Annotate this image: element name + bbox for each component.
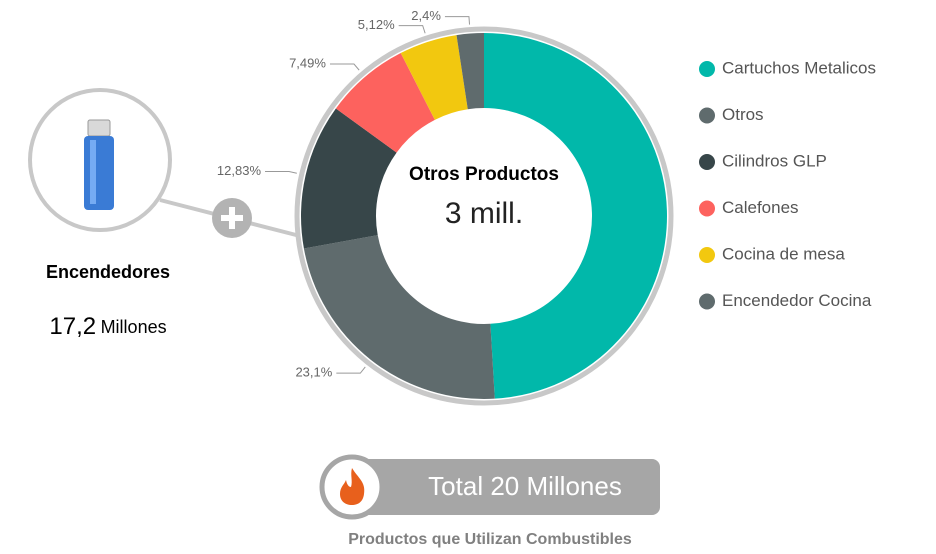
- value-label: 2,4%: [411, 8, 441, 23]
- legend-dot: [699, 201, 715, 217]
- value-label: 5,12%: [358, 17, 395, 32]
- legend-label: Encendedor Cocina: [722, 291, 872, 310]
- center-title: Otros Productos: [409, 164, 559, 185]
- legend-dot: [699, 154, 715, 170]
- slice: [304, 235, 495, 399]
- value-label: 23,1%: [295, 365, 332, 380]
- lighter-value: 17,2: [49, 313, 96, 340]
- lighter-title: Encendedores: [46, 262, 170, 282]
- value-label: 7,49%: [289, 55, 326, 70]
- leader-line: [399, 26, 425, 34]
- leader-line: [330, 64, 359, 70]
- leader-line: [265, 171, 297, 173]
- leader-line: [445, 17, 470, 25]
- legend-dot: [699, 294, 715, 310]
- footer: Productos que Utilizan Combustibles: [348, 531, 632, 548]
- legend-label: Cilindros GLP: [722, 151, 827, 170]
- center-value: 3 mill.: [445, 197, 523, 230]
- total-label: Total 20 Millones: [428, 471, 622, 501]
- legend-dot: [699, 108, 715, 124]
- dashboard: Encendedores 17,2 Millones Otros Product…: [0, 0, 936, 554]
- legend-label: Otros: [722, 105, 764, 124]
- legend-label: Cartuchos Metalicos: [722, 58, 876, 77]
- legend-dot: [699, 61, 715, 77]
- lighter-unit: Millones: [101, 317, 167, 337]
- lighter-amount: 17,2 Millones: [49, 313, 166, 340]
- leader-line: [336, 367, 365, 373]
- legend-label: Calefones: [722, 198, 799, 217]
- value-label: 12,83%: [217, 163, 262, 178]
- lighter-icon: [84, 120, 114, 210]
- legend-label: Cocina de mesa: [722, 244, 845, 263]
- legend-dot: [699, 247, 715, 263]
